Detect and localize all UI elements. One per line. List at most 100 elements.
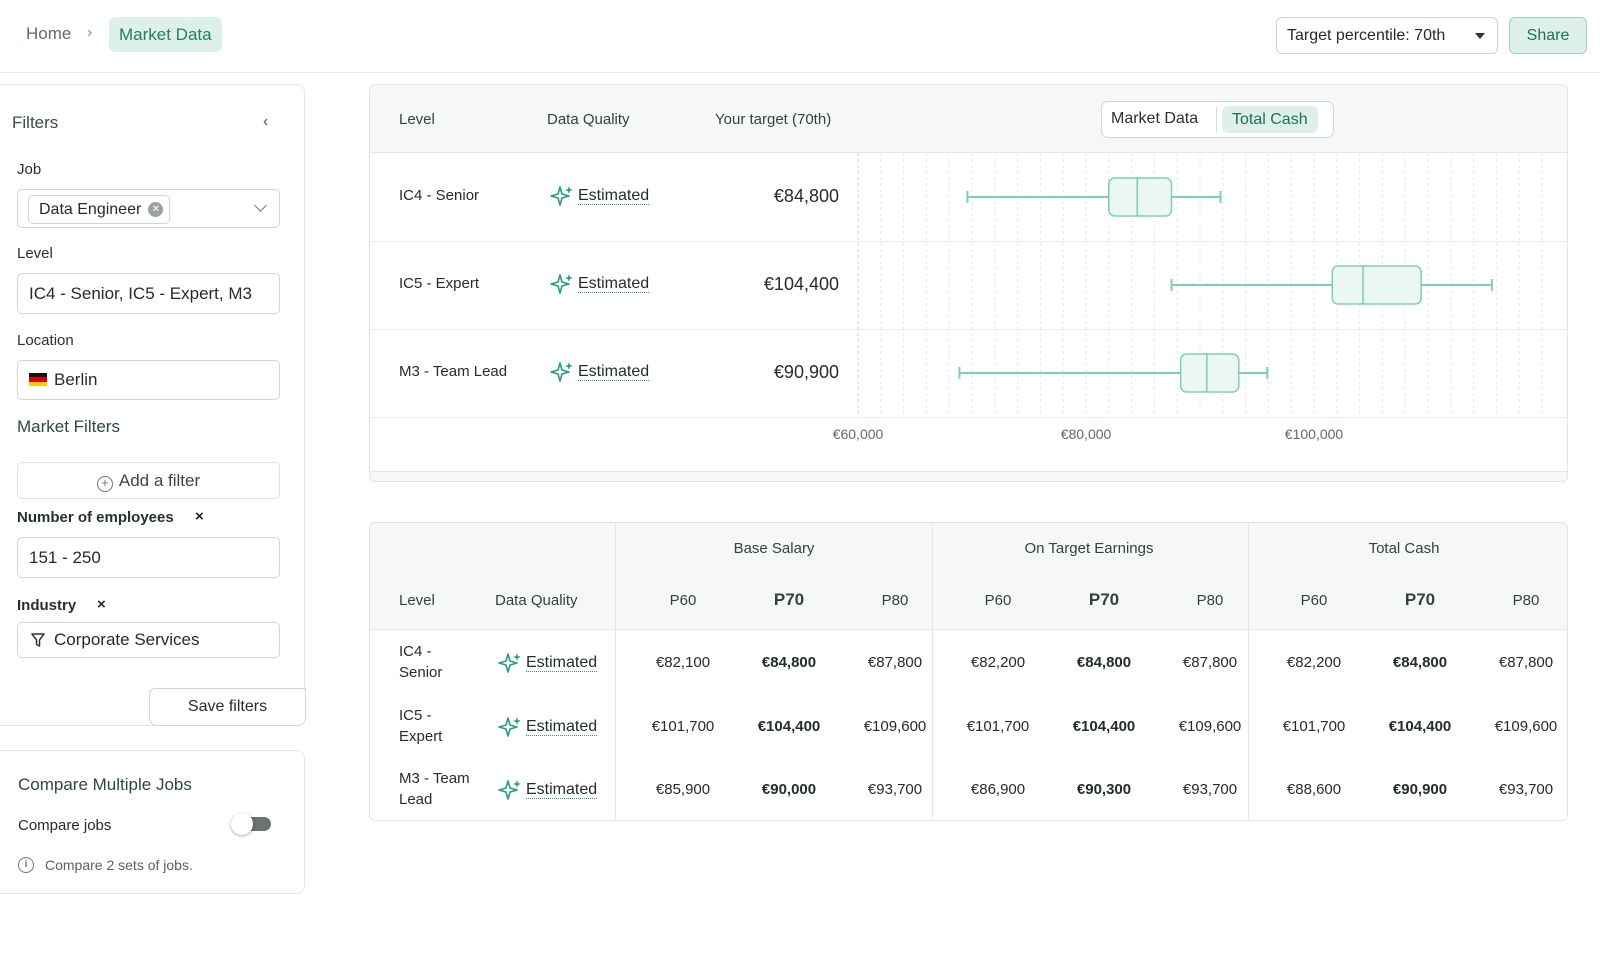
job-label: Job [17, 161, 42, 178]
table-cell: €88,600 [1286, 781, 1342, 798]
chevron-left-icon[interactable]: ‹ [263, 113, 269, 130]
table-cell: €101,700 [1282, 718, 1346, 735]
breadcrumb-current[interactable]: Market Data [109, 17, 222, 52]
table-cell: €84,800 [1392, 654, 1448, 671]
level-input[interactable]: IC4 - Senior, IC5 - Expert, M3 [17, 273, 280, 314]
boxplot-header: Level Data Quality Your target (70th) Ma… [370, 85, 1567, 153]
col-p70: P70 [773, 590, 805, 609]
group-on-target-earnings: On Target Earnings [1024, 540, 1154, 557]
data-quality[interactable]: Estimated [498, 651, 598, 675]
job-chip: Data Engineer ✕ [28, 195, 171, 224]
group-base-salary: Base Salary [733, 540, 815, 557]
table-cell: €101,700 [966, 718, 1030, 735]
table-cell: €82,200 [1286, 654, 1342, 671]
plus-circle-icon: + [96, 476, 113, 492]
remove-industry-filter-icon[interactable]: × [97, 596, 106, 613]
boxplot-footer [370, 471, 1567, 481]
col-p60: P60 [1300, 592, 1328, 609]
boxplot-plot [857, 153, 1543, 417]
iqr-box [1179, 353, 1240, 393]
col-level: Level [399, 111, 435, 128]
table-row: IC5 - Expert Estimated €101,700 €104,400 €10… [370, 695, 1567, 759]
data-quality-label: Estimated [578, 363, 650, 381]
col-p80: P80 [881, 592, 909, 609]
toggle-market-data[interactable]: Market Data [1111, 110, 1199, 127]
data-quality[interactable]: Estimated [550, 360, 650, 384]
data-quality[interactable]: Estimated [550, 184, 650, 208]
share-button[interactable]: Share [1509, 17, 1587, 54]
table-cell: €101,700 [651, 718, 715, 735]
column-divider [1248, 523, 1249, 820]
toggle-divider [1216, 107, 1217, 132]
remove-employees-filter-icon[interactable]: × [195, 508, 204, 525]
col-p70: P70 [1404, 590, 1436, 609]
employees-input[interactable]: 151 - 250 [17, 537, 280, 578]
row-level: IC4 - Senior [399, 643, 443, 681]
table-cell: €85,900 [655, 781, 711, 798]
group-total-cash: Total Cash [1368, 540, 1440, 557]
chart-row-level: IC4 - Senior [399, 187, 480, 204]
target-percentile-select[interactable]: Target percentile: 70th [1276, 17, 1498, 54]
compare-jobs-toggle[interactable] [231, 813, 271, 835]
iqr-box [1331, 265, 1422, 305]
toggle-knob [231, 813, 253, 835]
data-quality[interactable]: Estimated [550, 272, 650, 296]
location-label: Location [17, 332, 74, 349]
chip-remove-icon[interactable]: ✕ [148, 202, 164, 217]
data-quality[interactable]: Estimated [498, 778, 598, 802]
table-cell: €87,800 [1498, 654, 1554, 671]
funnel-icon [31, 633, 45, 647]
table-cell: €93,700 [1498, 781, 1554, 798]
top-bar: Home › Market Data Target percentile: 70… [0, 0, 1600, 73]
row-level: M3 - Team Lead [399, 770, 470, 808]
column-divider [615, 523, 616, 820]
table-cell: €109,600 [1494, 718, 1558, 735]
job-select[interactable]: Data Engineer ✕ [17, 189, 280, 228]
col-p80: P80 [1196, 592, 1224, 609]
table-cell: €90,900 [1392, 781, 1448, 798]
chevron-down-icon[interactable] [254, 199, 267, 212]
job-chip-label: Data Engineer [39, 201, 142, 218]
table-cell: €87,800 [1182, 654, 1238, 671]
table-cell: €104,400 [1072, 718, 1136, 735]
add-filter-label: Add a filter [118, 471, 201, 490]
sparkle-icon [550, 186, 573, 206]
chart-row-target: €90,900 [773, 362, 839, 382]
data-quality-label: Estimated [526, 718, 598, 736]
table-cell: €104,400 [1388, 718, 1452, 735]
level-label: Level [17, 245, 53, 262]
breadcrumb-separator-icon: › [87, 24, 93, 41]
compare-jobs-label: Compare jobs [18, 817, 112, 834]
table-cell: €93,700 [1182, 781, 1238, 798]
industry-value: Corporate Services [54, 630, 200, 649]
iqr-box [1108, 177, 1173, 217]
boxplot-card: Level Data Quality Your target (70th) Ma… [369, 84, 1568, 482]
industry-input[interactable]: Corporate Services [17, 622, 280, 658]
col-your-target: Your target (70th) [715, 111, 832, 128]
col-p60: P60 [669, 592, 697, 609]
toggle-total-cash[interactable]: Total Cash [1222, 106, 1318, 133]
table-cell: €84,800 [1076, 654, 1132, 671]
table-cell: €86,900 [970, 781, 1026, 798]
location-input[interactable]: Berlin [17, 360, 280, 400]
employees-label: Number of employees [17, 509, 174, 526]
compare-note: Compare 2 sets of jobs. [45, 857, 193, 873]
table-cell: €87,800 [867, 654, 923, 671]
col-data-quality: Data Quality [547, 111, 630, 128]
sparkle-icon [498, 780, 521, 800]
breadcrumb-home[interactable]: Home [26, 24, 72, 43]
col-p60: P60 [984, 592, 1012, 609]
add-filter-button[interactable]: + Add a filter [17, 462, 280, 499]
axis-tick-label: €100,000 [1284, 426, 1344, 442]
col-p80: P80 [1512, 592, 1540, 609]
sparkle-icon [550, 274, 573, 294]
table-cell: €109,600 [1178, 718, 1242, 735]
table-row: M3 - Team Lead Estimated €85,900 €90,000 €93… [370, 758, 1567, 820]
market-filters-title: Market Filters [17, 417, 120, 436]
table-cell: €84,800 [761, 654, 817, 671]
sparkle-icon [498, 717, 521, 737]
data-quality[interactable]: Estimated [498, 715, 598, 739]
chart-row-level: M3 - Team Lead [399, 363, 508, 380]
col-level: Level [399, 592, 435, 609]
save-filters-button[interactable]: Save filters [149, 688, 306, 726]
